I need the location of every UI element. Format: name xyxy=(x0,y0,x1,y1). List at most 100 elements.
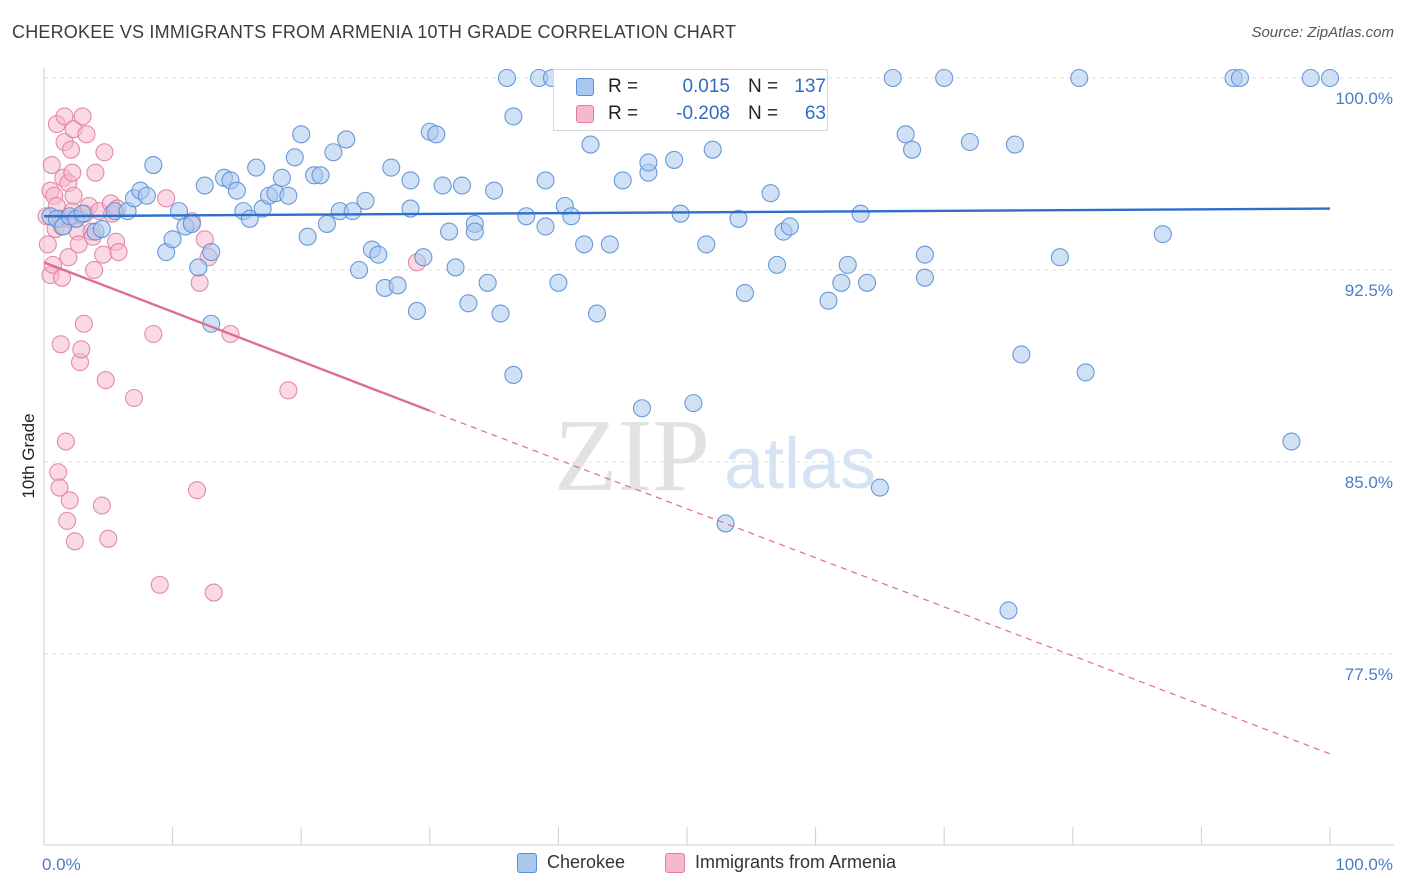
legend-item-armenia: Immigrants from Armenia xyxy=(665,852,896,873)
cherokee-point xyxy=(587,304,607,323)
x-tick-label: 100.0% xyxy=(1335,855,1393,874)
armenia-point xyxy=(63,163,82,182)
cherokee-swatch xyxy=(517,852,537,873)
cherokee-point xyxy=(915,268,934,287)
armenia-point xyxy=(60,491,79,510)
r-label: R = xyxy=(608,76,639,97)
armenia-point xyxy=(72,340,91,359)
armenia-swatch xyxy=(665,852,685,873)
r-value: -0.208 xyxy=(676,103,730,124)
cherokee-point xyxy=(999,601,1018,620)
armenia-point xyxy=(85,260,104,280)
armenia-point xyxy=(73,107,92,126)
axes xyxy=(43,68,1394,846)
cherokee-point xyxy=(414,248,433,267)
cherokee-point xyxy=(401,199,420,218)
armenia-point xyxy=(86,163,105,182)
legend-row-armenia: R = -0.208 N = 63 xyxy=(576,101,826,127)
y-tick-label: 100.0% xyxy=(1335,89,1393,108)
armenia-point xyxy=(65,532,84,551)
armenia-point xyxy=(190,273,209,292)
cherokee-point xyxy=(227,181,246,200)
cherokee-point xyxy=(896,125,915,144)
armenia-point xyxy=(77,125,96,144)
armenia-point xyxy=(59,248,78,267)
armenia-point xyxy=(124,388,144,408)
cherokee-point xyxy=(517,207,536,226)
cherokee-point xyxy=(1320,68,1340,88)
n-value: 137 xyxy=(794,76,826,97)
cherokee-point xyxy=(581,135,600,154)
legend-label-cherokee: Cherokee xyxy=(547,852,626,872)
cherokee-point xyxy=(562,207,581,226)
cherokee-point xyxy=(504,107,523,126)
n-label: N = xyxy=(748,76,779,97)
armenia-point xyxy=(109,243,128,262)
cherokee-point xyxy=(697,235,716,254)
armenia-point xyxy=(42,155,61,175)
cherokee-point xyxy=(665,150,684,169)
cherokee-point xyxy=(144,155,163,175)
cherokee-point xyxy=(632,399,652,418)
cherokee-point xyxy=(202,243,221,262)
cherokee-point xyxy=(369,245,388,264)
armenia-point xyxy=(96,371,115,390)
armenia-point xyxy=(157,189,176,208)
y-tick-label: 85.0% xyxy=(1345,473,1393,492)
cherokee-point xyxy=(1282,432,1301,451)
cherokee-point xyxy=(767,255,787,274)
chart-title: CHEROKEE VS IMMIGRANTS FROM ARMENIA 10TH… xyxy=(12,22,737,42)
cherokee-point xyxy=(350,260,369,280)
cherokee-point xyxy=(729,209,748,228)
cherokee-point xyxy=(317,214,336,233)
cherokee-point xyxy=(388,276,407,295)
cherokee-point xyxy=(292,125,311,144)
cherokee-point xyxy=(1070,68,1089,88)
cherokee-point xyxy=(169,202,189,221)
cherokee-point xyxy=(575,235,594,254)
watermark: ZIP atlas xyxy=(554,398,876,513)
cherokee-point xyxy=(935,68,954,88)
cherokee-point xyxy=(433,176,452,195)
armenia-point xyxy=(58,511,77,530)
cherokee-point xyxy=(298,227,317,246)
watermark-atlas: atlas xyxy=(724,424,876,504)
correlation-legend: R = 0.015 N = 137 R = -0.208 N = 63 xyxy=(553,69,828,131)
armenia-point xyxy=(204,583,223,602)
y-tick-label: 92.5% xyxy=(1345,281,1393,300)
cherokee-point xyxy=(857,273,877,292)
y-tick-label: 77.5% xyxy=(1345,665,1393,684)
cherokee-point xyxy=(440,222,459,241)
cherokee-point xyxy=(536,171,555,190)
cherokee-point xyxy=(401,171,420,190)
tick-labels: 100.0% 92.5% 85.0% 77.5% 0.0% 100.0% xyxy=(42,89,1393,874)
cherokee-point xyxy=(73,204,92,223)
cherokee-point xyxy=(478,273,497,292)
armenia-trend-line-solid xyxy=(43,261,431,412)
legend-row-cherokee: R = 0.015 N = 137 xyxy=(576,74,826,100)
cherokee-point xyxy=(356,191,375,210)
armenia-point xyxy=(56,432,75,451)
legend-item-cherokee: Cherokee xyxy=(517,852,625,873)
n-value: 63 xyxy=(804,103,826,124)
cherokee-point xyxy=(613,171,632,190)
r-value: 0.015 xyxy=(682,76,730,97)
cherokee-point xyxy=(960,132,979,152)
cherokee-point xyxy=(851,204,870,223)
armenia-point xyxy=(92,496,111,515)
armenia-point xyxy=(187,481,207,500)
cherokee-point xyxy=(671,204,690,223)
cherokee-point xyxy=(189,258,208,277)
cherokee-point xyxy=(1050,248,1069,267)
cherokee-point xyxy=(382,158,401,177)
cherokee-point xyxy=(182,214,201,233)
cherokee-point xyxy=(536,217,555,236)
cherokee-point xyxy=(491,304,510,323)
cherokee-point xyxy=(883,68,902,88)
cherokee-point xyxy=(902,140,922,159)
cherokee-point xyxy=(703,140,722,159)
cherokee-point xyxy=(838,255,857,274)
cherokee-point xyxy=(247,158,266,177)
series-cherokee-points xyxy=(41,68,1340,620)
